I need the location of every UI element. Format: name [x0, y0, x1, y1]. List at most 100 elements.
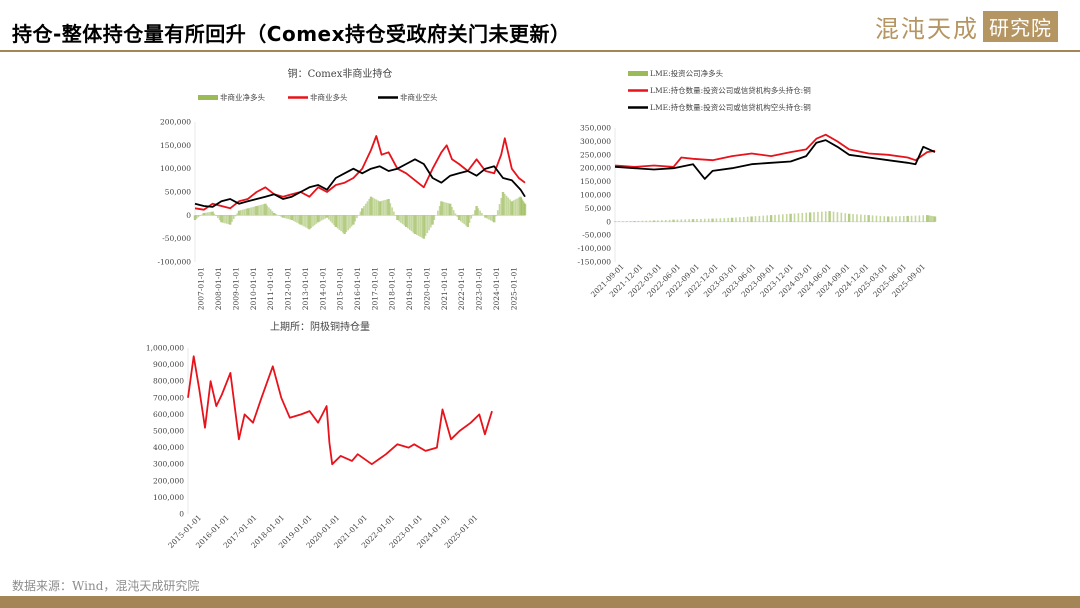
bar [236, 213, 239, 216]
bar [375, 199, 378, 216]
bar [222, 215, 224, 223]
y-tick-label: 150,000 [580, 177, 611, 186]
bar [832, 211, 835, 222]
bar [730, 217, 734, 222]
bar [229, 215, 232, 225]
bar [334, 215, 337, 227]
bar [860, 214, 862, 222]
bar [327, 215, 330, 220]
bar [422, 215, 425, 239]
bar [622, 221, 624, 222]
bar [691, 219, 695, 222]
x-tick-label: 2012-01-01 [284, 267, 293, 310]
bar [836, 212, 839, 222]
bar [401, 215, 404, 225]
bar [808, 212, 812, 222]
bar [371, 197, 374, 216]
bar [315, 215, 318, 224]
x-tick-label: 2010-01-01 [249, 267, 258, 310]
bar [493, 215, 496, 223]
bar [474, 210, 476, 216]
legend-swatch [198, 95, 218, 100]
x-tick-label: 2009-01-01 [231, 267, 240, 310]
bar [707, 218, 710, 222]
bar [349, 215, 351, 229]
y-tick-label: 0 [186, 211, 191, 220]
bar [509, 199, 511, 216]
bar [195, 215, 198, 219]
bar [347, 215, 349, 231]
bar [754, 216, 757, 222]
bar [350, 215, 353, 227]
bar [817, 211, 819, 222]
bar [250, 207, 253, 216]
bar [925, 215, 929, 222]
bar [361, 208, 364, 216]
bar [867, 215, 870, 222]
bar [369, 196, 373, 216]
bar [417, 215, 420, 236]
legend-swatch [628, 71, 648, 76]
bar [201, 214, 203, 216]
bar [289, 215, 291, 220]
bar [914, 215, 917, 222]
x-tick-label: 2022-01-01 [457, 267, 466, 310]
bar [227, 215, 230, 225]
bar [241, 209, 244, 216]
bar [352, 215, 355, 225]
bar [828, 211, 831, 222]
series-bars [613, 211, 937, 222]
y-tick-label: 350,000 [580, 124, 611, 133]
bar [308, 215, 311, 230]
bar [444, 202, 446, 216]
bar [430, 215, 432, 228]
bar [762, 215, 765, 222]
bar [503, 193, 506, 216]
bar [382, 200, 385, 216]
bar [368, 199, 371, 216]
bar [931, 215, 933, 222]
bar [283, 215, 286, 219]
bar [459, 215, 462, 222]
bar [248, 207, 251, 216]
bar [237, 210, 241, 216]
bar [305, 215, 307, 228]
bar [875, 215, 878, 222]
bar [778, 214, 780, 222]
y-tick-label: 150,000 [160, 141, 191, 150]
bar [301, 215, 304, 226]
series-line [614, 133, 936, 168]
bar [378, 201, 381, 216]
bar [269, 209, 272, 216]
bar [676, 219, 679, 222]
y-tick-label: 100,000 [153, 493, 184, 502]
bar [208, 212, 210, 216]
bar [871, 215, 874, 222]
bar [204, 212, 207, 216]
chart-title: 上期所：阴极铜持仓量 [270, 320, 370, 333]
bar [364, 203, 367, 216]
bar [451, 206, 453, 216]
bar [629, 221, 632, 222]
legend-label: 非商业空头 [400, 92, 438, 102]
bar [618, 221, 620, 222]
bar [220, 215, 223, 223]
x-tick-label: 2025-01-01 [509, 267, 518, 310]
y-tick-label: 300,000 [580, 137, 611, 146]
bar [472, 214, 474, 216]
bar [273, 213, 276, 216]
series-bars [193, 192, 527, 239]
y-tick-label: 200,000 [580, 164, 611, 173]
shfe-position-chart: 上期所：阴极铜持仓量 0 100,000 200,000 300,000 400,000… [146, 320, 493, 550]
x-tick-label: 2011-01-01 [266, 267, 275, 310]
bar [387, 199, 390, 216]
x-tick-label: 2019-01-01 [405, 267, 414, 310]
legend-label: LME:投资公司净多头 [650, 68, 724, 78]
bar [489, 215, 492, 221]
bar [225, 215, 228, 224]
bar [299, 215, 302, 225]
plot-area: -150,000 -100,000 -50,000 0 50,000 100,000 150… [577, 124, 937, 299]
bar [700, 218, 702, 222]
bar [519, 196, 522, 216]
x-tick-label: 2017-01-01 [370, 267, 379, 310]
